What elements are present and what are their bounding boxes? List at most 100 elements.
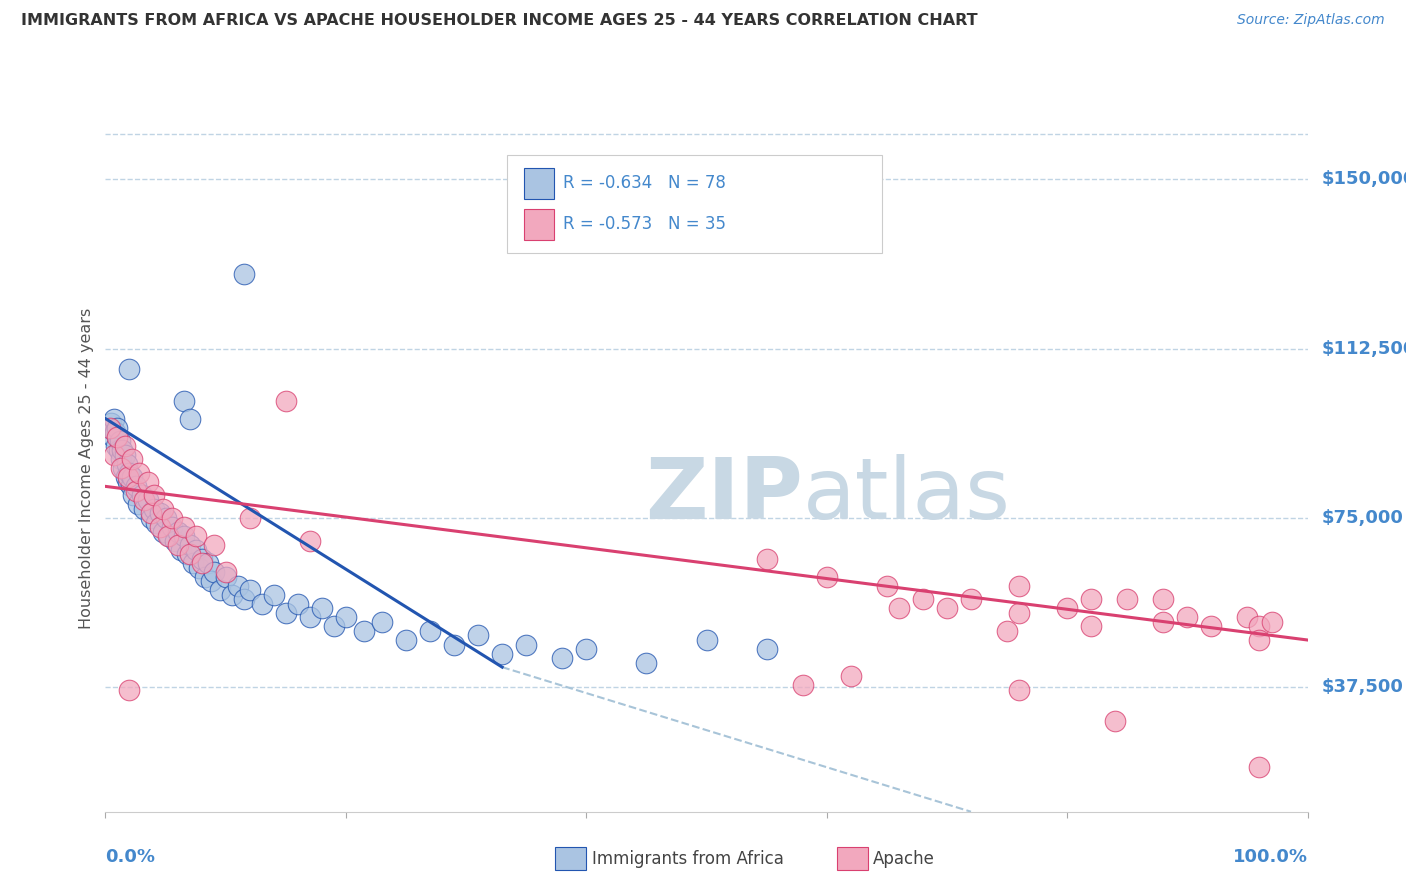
Point [124,479,146,493]
Point [173,393,195,408]
Point [165,533,187,548]
Point [118,466,141,480]
Point [132,492,155,507]
Point [173,529,195,543]
Text: Immigrants from Africa: Immigrants from Africa [592,850,783,868]
Point [696,633,718,648]
Point [1080,592,1102,607]
Text: Apache: Apache [873,850,935,868]
Point [1056,601,1078,615]
Point [194,570,217,584]
Point [184,529,207,543]
Text: R = -0.634   N = 78: R = -0.634 N = 78 [564,174,727,192]
Text: $75,000: $75,000 [1322,509,1403,527]
Point [145,516,167,530]
Point [148,507,170,521]
Point [103,411,125,425]
Point [202,566,225,580]
Point [118,682,141,697]
Point [136,492,159,507]
Point [156,529,179,543]
Text: atlas: atlas [803,454,1011,537]
Point [100,416,122,430]
Point [184,542,207,557]
Point [1152,615,1174,629]
Text: Source: ZipAtlas.com: Source: ZipAtlas.com [1237,13,1385,28]
Point [214,566,236,580]
Point [139,511,162,525]
Point [98,420,121,434]
Point [551,651,574,665]
Point [202,538,225,552]
Point [239,511,262,525]
Point [226,579,249,593]
Point [128,466,150,480]
Text: IMMIGRANTS FROM AFRICA VS APACHE HOUSEHOLDER INCOME AGES 25 - 44 YEARS CORRELATI: IMMIGRANTS FROM AFRICA VS APACHE HOUSEHO… [21,13,977,29]
Point [176,547,198,561]
Point [298,610,321,624]
Point [1236,610,1258,624]
Point [287,597,309,611]
Point [107,420,129,434]
Point [117,470,139,484]
Point [160,511,183,525]
Point [221,588,243,602]
Point [152,502,174,516]
Point [443,638,465,652]
Point [353,624,375,638]
Point [122,488,145,502]
Point [136,475,159,489]
Point [124,483,146,498]
Point [876,579,898,593]
Point [274,393,297,408]
Point [298,533,321,548]
Point [575,642,598,657]
Point [117,475,139,489]
Point [839,669,862,683]
Point [104,425,127,439]
Text: $37,500: $37,500 [1322,679,1403,697]
Point [208,583,231,598]
Point [103,448,125,462]
Point [115,470,138,484]
Point [188,560,211,574]
Point [755,642,778,657]
Point [274,606,297,620]
Point [179,547,201,561]
Text: 0.0%: 0.0% [105,848,156,866]
Point [1260,615,1282,629]
Point [815,570,838,584]
Point [322,619,344,633]
Point [1201,619,1223,633]
Point [131,488,153,502]
Point [148,520,170,534]
Point [114,448,136,462]
Point [1116,592,1139,607]
Point [311,601,333,615]
Point [755,551,778,566]
Text: 100.0%: 100.0% [1233,848,1308,866]
Point [127,498,149,512]
Point [250,597,273,611]
Text: $112,500: $112,500 [1322,340,1406,358]
Point [1080,619,1102,633]
Point [887,601,910,615]
Point [108,434,131,449]
Point [371,615,394,629]
Point [197,556,219,570]
Point [1152,592,1174,607]
Point [1175,610,1198,624]
Point [142,488,165,502]
Point [1008,606,1031,620]
Point [110,452,132,467]
Point [335,610,357,624]
Point [792,678,814,692]
Point [515,638,537,652]
Point [1008,682,1031,697]
Point [911,592,934,607]
Point [467,628,489,642]
Point [173,520,195,534]
Point [1249,619,1271,633]
Point [181,556,204,570]
Point [166,524,188,539]
